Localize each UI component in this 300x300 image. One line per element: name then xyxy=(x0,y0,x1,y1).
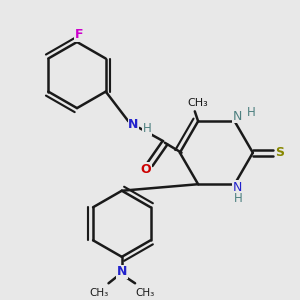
Text: CH₃: CH₃ xyxy=(135,288,154,298)
Text: H: H xyxy=(247,106,256,119)
Text: N: N xyxy=(117,265,127,278)
Text: CH₃: CH₃ xyxy=(187,98,208,108)
Text: S: S xyxy=(276,146,285,159)
Text: CH₃: CH₃ xyxy=(89,288,108,298)
Text: N: N xyxy=(232,110,242,123)
Text: N: N xyxy=(232,181,242,194)
Text: H: H xyxy=(234,192,243,205)
Text: H: H xyxy=(143,122,152,135)
Text: F: F xyxy=(74,28,83,41)
Text: O: O xyxy=(141,163,151,176)
Text: N: N xyxy=(128,118,139,131)
